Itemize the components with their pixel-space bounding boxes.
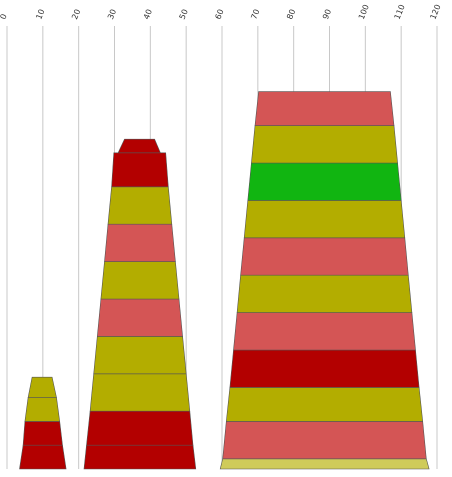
stacks: [19, 91, 430, 470]
x-tick-label: 90: [321, 8, 333, 21]
stack-3-segment-4: [229, 349, 420, 388]
stack-1-segment-4: [27, 376, 57, 398]
stack-2-segment-8: [107, 186, 173, 225]
stack-3-segment-1: [219, 458, 430, 470]
stack-3-segment-9: [247, 162, 402, 201]
stack-2-segment-3: [89, 373, 191, 412]
stack-3-segment-5: [233, 312, 416, 351]
stack-3-segment-7: [240, 237, 409, 276]
stack-3-segment-11: [254, 91, 395, 126]
stack-2-segment-9: [111, 152, 169, 188]
stack-3-segment-2: [222, 421, 427, 460]
stack-1-segment-3: [24, 397, 61, 422]
stack-3-segment-6: [236, 274, 413, 313]
stack-1-segment-2: [22, 421, 63, 446]
x-tick-label: 40: [142, 8, 154, 21]
stack-2-segment-5: [96, 298, 183, 337]
x-tick-labels: 0 10 20 30 40 50 60 70 80 90 100 110 120: [0, 3, 443, 21]
stack-2: [83, 138, 197, 470]
stack-1: [19, 376, 67, 470]
x-tick-label: 10: [34, 8, 46, 21]
stack-2-segment-10: [117, 138, 161, 154]
x-tick-label: 110: [393, 3, 407, 21]
stack-3-segment-3: [225, 387, 424, 422]
stack-2-segment-1: [83, 444, 197, 470]
stack-3-segment-8: [243, 200, 406, 239]
stack-2-segment-6: [100, 261, 180, 300]
x-tick-label: 30: [106, 8, 118, 21]
stack-3-segment-10: [251, 125, 398, 164]
x-tick-label: 120: [429, 3, 443, 21]
x-tick-label: 100: [357, 3, 371, 21]
x-tick-label: 20: [70, 8, 82, 21]
x-tick-label: 80: [285, 8, 297, 21]
x-tick-label: 70: [249, 8, 261, 21]
x-tick-label: 60: [214, 8, 226, 21]
stack-1-segment-1: [19, 444, 67, 470]
stack-2-segment-2: [86, 410, 194, 446]
x-tick-label: 50: [178, 8, 190, 21]
stack-2-segment-4: [93, 336, 187, 375]
stack-3: [219, 91, 430, 470]
x-tick-label: 0: [0, 13, 9, 21]
stack-2-segment-7: [104, 223, 176, 262]
